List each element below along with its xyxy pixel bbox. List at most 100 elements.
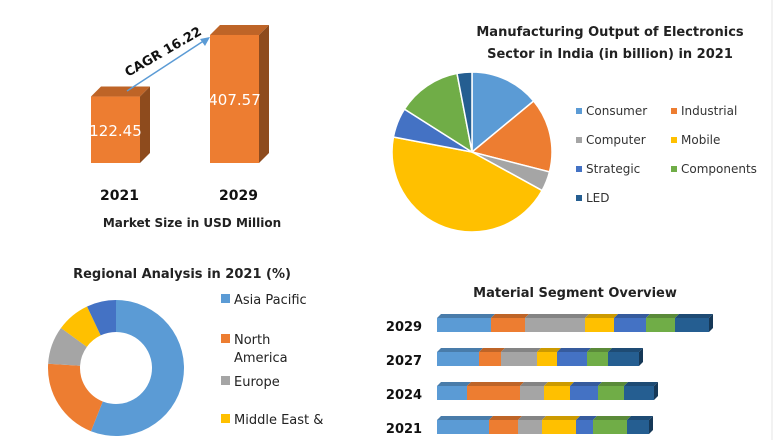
bar-segment bbox=[491, 318, 525, 332]
segment-top bbox=[489, 416, 522, 420]
bar-segment bbox=[646, 318, 675, 332]
bar-segment bbox=[489, 420, 518, 434]
bar-segment bbox=[525, 318, 585, 332]
market-size-chart: 122.45 2021 407.57 2029 CAGR 16.22 bbox=[89, 25, 269, 204]
legend-swatch bbox=[671, 166, 677, 172]
bar-segment bbox=[542, 420, 576, 434]
pie-title-line-1: Manufacturing Output of Electronics bbox=[476, 25, 744, 40]
segment-top bbox=[520, 382, 548, 386]
x-tick-label: 2029 bbox=[219, 188, 258, 204]
segment-top bbox=[585, 314, 618, 318]
legend-label: Consumer bbox=[586, 104, 647, 118]
bar-segment bbox=[675, 318, 709, 332]
bar-segment bbox=[557, 352, 587, 366]
material-segment-chart: 2029 2027 2024 2021 bbox=[386, 314, 713, 437]
bar-segment bbox=[501, 352, 537, 366]
bar-side bbox=[140, 86, 150, 163]
bar-segment bbox=[437, 420, 489, 434]
legend-swatch bbox=[221, 334, 230, 343]
segment-top bbox=[624, 382, 658, 386]
pie-slice-led bbox=[456, 71, 473, 153]
legend-label: America bbox=[234, 351, 288, 366]
legend-label: Industrial bbox=[681, 104, 737, 118]
legend-label: Strategic bbox=[586, 162, 640, 176]
bar-top bbox=[210, 24, 269, 35]
segment-top bbox=[491, 314, 529, 318]
donut-slice bbox=[47, 363, 103, 432]
bar-segment bbox=[587, 352, 608, 366]
pie-slice-consumer bbox=[471, 71, 535, 154]
donut-slice bbox=[87, 300, 116, 336]
legend-label: LED bbox=[586, 191, 610, 205]
segment-top bbox=[518, 416, 546, 420]
bar-data-label: 122.45 bbox=[89, 122, 142, 140]
legend-swatch bbox=[671, 108, 677, 114]
legend-swatch bbox=[221, 376, 230, 385]
cagr-arrowhead bbox=[200, 37, 210, 46]
bar-segment bbox=[598, 386, 624, 400]
segment-top bbox=[479, 348, 505, 352]
bar-end bbox=[709, 314, 713, 332]
legend-label: Computer bbox=[586, 133, 646, 147]
legend-swatch bbox=[671, 137, 677, 143]
segment-top bbox=[646, 314, 679, 318]
segment-top bbox=[608, 348, 643, 352]
bar-end bbox=[649, 416, 653, 434]
bar-segment bbox=[570, 386, 598, 400]
segment-top bbox=[437, 382, 471, 386]
bar-segment bbox=[479, 352, 501, 366]
pie-slice-mobile bbox=[391, 136, 544, 233]
bar-segment bbox=[627, 420, 649, 434]
regional-donut bbox=[47, 300, 184, 436]
bar-end bbox=[654, 382, 658, 400]
bar-segment bbox=[624, 386, 654, 400]
legend-swatch bbox=[576, 108, 582, 114]
y-tick-label: 2027 bbox=[386, 354, 422, 369]
segment-top bbox=[544, 382, 574, 386]
pie-slice-components bbox=[403, 72, 474, 154]
segment-top bbox=[501, 348, 541, 352]
segment-top bbox=[437, 314, 495, 318]
x-tick-label: 2021 bbox=[100, 188, 139, 204]
legend-label: Middle East & bbox=[234, 413, 323, 428]
bar-segment bbox=[467, 386, 520, 400]
bar-segment bbox=[614, 318, 646, 332]
segment-top bbox=[542, 416, 580, 420]
y-tick-label: 2029 bbox=[386, 320, 422, 335]
legend-label: North bbox=[234, 333, 270, 348]
segment-top bbox=[627, 416, 653, 420]
bar-segment bbox=[518, 420, 542, 434]
bar-segment bbox=[593, 420, 627, 434]
segment-top bbox=[614, 314, 650, 318]
legend-label: Europe bbox=[234, 375, 280, 390]
legend-swatch bbox=[576, 166, 582, 172]
bar-end bbox=[639, 348, 643, 366]
bar-segment bbox=[537, 352, 557, 366]
material-title: Material Segment Overview bbox=[473, 286, 677, 301]
y-tick-label: 2021 bbox=[386, 422, 422, 437]
bar-segment bbox=[585, 318, 614, 332]
y-tick-label: 2024 bbox=[386, 388, 422, 403]
segment-top bbox=[437, 348, 483, 352]
legend-label: Components bbox=[681, 162, 757, 176]
segment-top bbox=[557, 348, 591, 352]
pie-title-line-2: Sector in India (in billion) in 2021 bbox=[487, 47, 733, 62]
segment-top bbox=[598, 382, 628, 386]
legend-swatch bbox=[576, 195, 582, 201]
bar-top bbox=[91, 86, 150, 97]
bar-side bbox=[259, 24, 269, 164]
bar-segment bbox=[576, 420, 593, 434]
donut-slice bbox=[60, 306, 101, 347]
donut-slice bbox=[48, 328, 87, 366]
legend-swatch bbox=[221, 414, 230, 423]
segment-top bbox=[537, 348, 561, 352]
bar-segment bbox=[520, 386, 544, 400]
bar-2021 bbox=[91, 96, 140, 163]
bar-data-label: 407.57 bbox=[208, 91, 261, 109]
pie-legend: Consumer Industrial Computer Mobile Strategi… bbox=[576, 104, 757, 205]
donut-slice bbox=[90, 300, 184, 436]
segment-top bbox=[467, 382, 524, 386]
segment-top bbox=[525, 314, 589, 318]
donut-legend: Asia Pacific North America Europe Middle Eas… bbox=[221, 293, 323, 428]
